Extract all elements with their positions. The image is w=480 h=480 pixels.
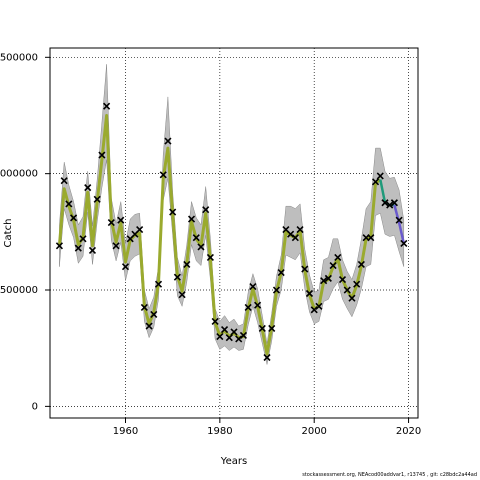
observed-point bbox=[70, 214, 78, 222]
observed-point bbox=[310, 306, 318, 314]
observed-point bbox=[74, 244, 82, 252]
y-tick-label: 500000 bbox=[0, 285, 38, 296]
observed-point bbox=[79, 235, 87, 243]
observed-point bbox=[296, 225, 304, 234]
observed-point bbox=[239, 331, 248, 339]
observed-point bbox=[320, 277, 328, 285]
observed-point bbox=[249, 282, 257, 291]
observed-point bbox=[140, 303, 148, 312]
observed-point bbox=[371, 178, 380, 186]
observed-point bbox=[164, 137, 172, 145]
observed-point bbox=[287, 230, 295, 238]
observed-point bbox=[93, 195, 101, 203]
observed-point bbox=[305, 289, 314, 298]
observed-point bbox=[357, 260, 365, 268]
y-tick-label: 0 bbox=[32, 401, 38, 412]
estimate-line-last bbox=[393, 204, 406, 244]
observed-point bbox=[367, 234, 375, 242]
x-axis: 1960 1980 2000 2020 bbox=[113, 418, 421, 437]
y-axis: 0 500000 1000000 1500000 bbox=[0, 52, 50, 412]
observed-point bbox=[107, 218, 115, 227]
observed-point bbox=[386, 201, 394, 209]
observed-point bbox=[84, 184, 92, 192]
observed-point bbox=[206, 253, 214, 261]
observed-point bbox=[150, 310, 158, 319]
observed-point bbox=[187, 215, 196, 223]
y-tick-label: 1000000 bbox=[0, 169, 38, 180]
observed-point bbox=[324, 274, 332, 282]
observed-point bbox=[272, 286, 281, 294]
observed-point bbox=[254, 301, 262, 309]
x-axis-label: Years bbox=[220, 456, 247, 467]
observed-point bbox=[400, 239, 408, 248]
observed-markers bbox=[55, 102, 408, 362]
y-tick-label: 1500000 bbox=[0, 52, 38, 63]
x-tick-label: 1980 bbox=[207, 426, 232, 437]
observed-point bbox=[230, 328, 238, 336]
observed-point bbox=[103, 102, 111, 110]
observed-point bbox=[329, 262, 337, 270]
observed-point bbox=[178, 291, 186, 299]
observed-point bbox=[268, 324, 276, 332]
x-tick-label: 2020 bbox=[396, 426, 421, 437]
observed-point bbox=[315, 302, 323, 310]
observed-point bbox=[112, 242, 120, 250]
observed-point bbox=[55, 242, 64, 250]
observed-point bbox=[216, 332, 224, 341]
observed-point bbox=[381, 199, 389, 207]
observed-point bbox=[183, 260, 191, 268]
observed-point bbox=[202, 206, 210, 214]
observed-point bbox=[244, 303, 252, 312]
observed-point bbox=[60, 177, 68, 185]
observed-point bbox=[197, 243, 205, 251]
observed-point bbox=[338, 275, 347, 284]
observed-point bbox=[334, 253, 342, 261]
y-axis-label: Catch bbox=[3, 219, 14, 248]
observed-point bbox=[145, 322, 153, 330]
observed-point bbox=[343, 286, 351, 294]
observed-point bbox=[154, 280, 163, 288]
observed-point bbox=[117, 216, 125, 224]
observed-point bbox=[173, 273, 181, 281]
observed-point bbox=[376, 172, 384, 180]
observed-point bbox=[258, 324, 266, 332]
observed-point bbox=[291, 234, 299, 242]
observed-point bbox=[65, 200, 73, 208]
observed-point bbox=[263, 353, 271, 362]
observed-point bbox=[211, 317, 219, 325]
observed-point bbox=[395, 216, 403, 224]
observed-point bbox=[353, 280, 361, 288]
footer-credit: stockassessment.org, NEAcod00addvar1, r1… bbox=[302, 472, 477, 478]
observed-point bbox=[348, 294, 356, 302]
observed-point bbox=[192, 234, 200, 242]
observed-point bbox=[136, 225, 144, 234]
observed-point bbox=[390, 199, 398, 207]
observed-point bbox=[88, 246, 97, 255]
x-tick-label: 1960 bbox=[113, 426, 138, 437]
observed-point bbox=[169, 208, 177, 216]
observed-point bbox=[225, 334, 233, 342]
observed-point bbox=[235, 335, 243, 343]
observed-point bbox=[277, 268, 285, 277]
observed-point bbox=[121, 263, 130, 271]
x-tick-label: 2000 bbox=[301, 426, 326, 437]
confidence-band bbox=[59, 64, 405, 365]
observed-point bbox=[301, 265, 309, 273]
observed-point bbox=[220, 326, 229, 334]
plot-frame bbox=[49, 47, 419, 419]
observed-point bbox=[98, 151, 106, 159]
observed-point bbox=[159, 171, 167, 179]
